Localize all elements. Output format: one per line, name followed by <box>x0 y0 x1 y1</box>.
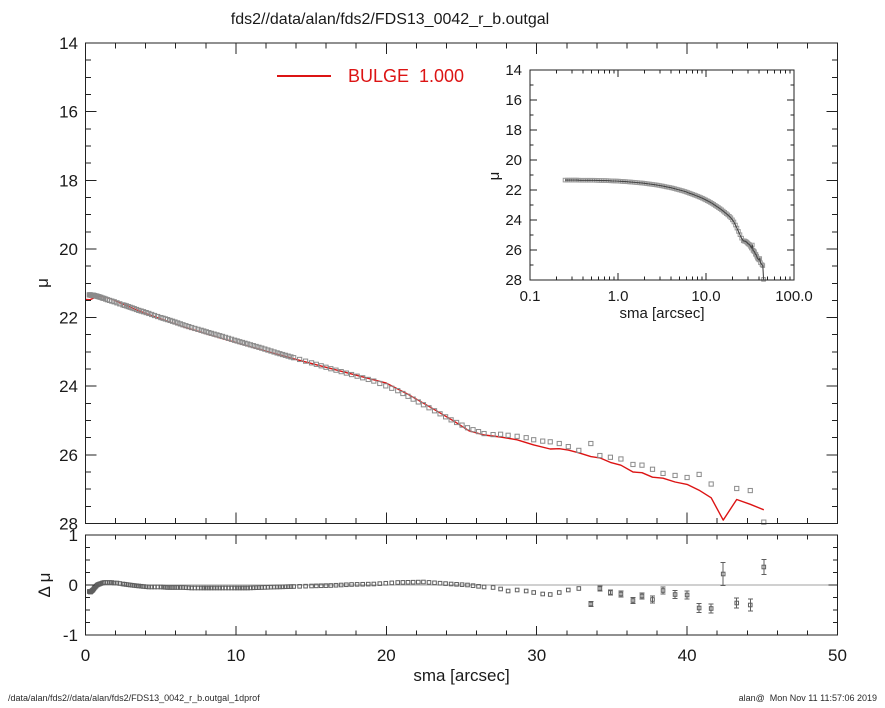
svg-text:26: 26 <box>505 242 522 259</box>
svg-text:μ: μ <box>33 278 52 288</box>
svg-text:18: 18 <box>505 122 522 139</box>
svg-text:20: 20 <box>505 152 522 169</box>
plot-title: fds2//data/alan/fds2/FDS13_0042_r_b.outg… <box>230 11 550 28</box>
svg-text:28: 28 <box>59 515 78 534</box>
svg-text:1.0: 1.0 <box>608 288 629 305</box>
svg-text:20: 20 <box>59 240 78 259</box>
svg-text:Δ μ: Δ μ <box>35 573 54 598</box>
svg-text:16: 16 <box>59 103 78 122</box>
inset-panel: 0.1 1.0 10.0 100.0 14 16 18 20 22 24 26 28 μ sma [arc… <box>486 62 813 322</box>
svg-text:26: 26 <box>59 446 78 465</box>
svg-text:24: 24 <box>59 377 78 396</box>
footer-file-path: /data/alan/fds2//data/alan/fds2/FDS13_00… <box>8 693 260 703</box>
svg-text:16: 16 <box>505 92 522 109</box>
svg-text:μ: μ <box>486 172 503 181</box>
svg-text:28: 28 <box>505 272 522 289</box>
svg-text:30: 30 <box>527 646 546 665</box>
footer-user-timestamp: alan@ Mon Nov 11 11:57:06 2019 <box>738 693 877 703</box>
legend-label: BULGE 1.000 <box>348 65 465 86</box>
legend: BULGE 1.000 <box>277 66 464 86</box>
svg-text:40: 40 <box>678 646 697 665</box>
svg-text:sma [arcsec]: sma [arcsec] <box>619 305 704 322</box>
svg-text:0.1: 0.1 <box>520 288 541 305</box>
svg-text:10: 10 <box>226 646 245 665</box>
svg-text:100.0: 100.0 <box>775 288 813 305</box>
svg-text:50: 50 <box>828 646 847 665</box>
svg-text:sma [arcsec]: sma [arcsec] <box>413 666 509 685</box>
svg-text:22: 22 <box>505 182 522 199</box>
svg-text:-1: -1 <box>63 626 78 645</box>
svg-text:0: 0 <box>69 576 78 595</box>
svg-text:22: 22 <box>59 309 78 328</box>
svg-text:1: 1 <box>69 526 78 545</box>
main-panel: 14 16 18 20 22 24 26 28 μ <box>33 34 838 534</box>
legend-line-icon <box>277 75 331 77</box>
svg-text:14: 14 <box>59 34 78 53</box>
svg-text:18: 18 <box>59 171 78 190</box>
svg-text:20: 20 <box>377 646 396 665</box>
svg-text:0: 0 <box>81 646 90 665</box>
svg-text:10.0: 10.0 <box>691 288 720 305</box>
svg-text:14: 14 <box>505 62 522 79</box>
svg-text:24: 24 <box>505 212 522 229</box>
